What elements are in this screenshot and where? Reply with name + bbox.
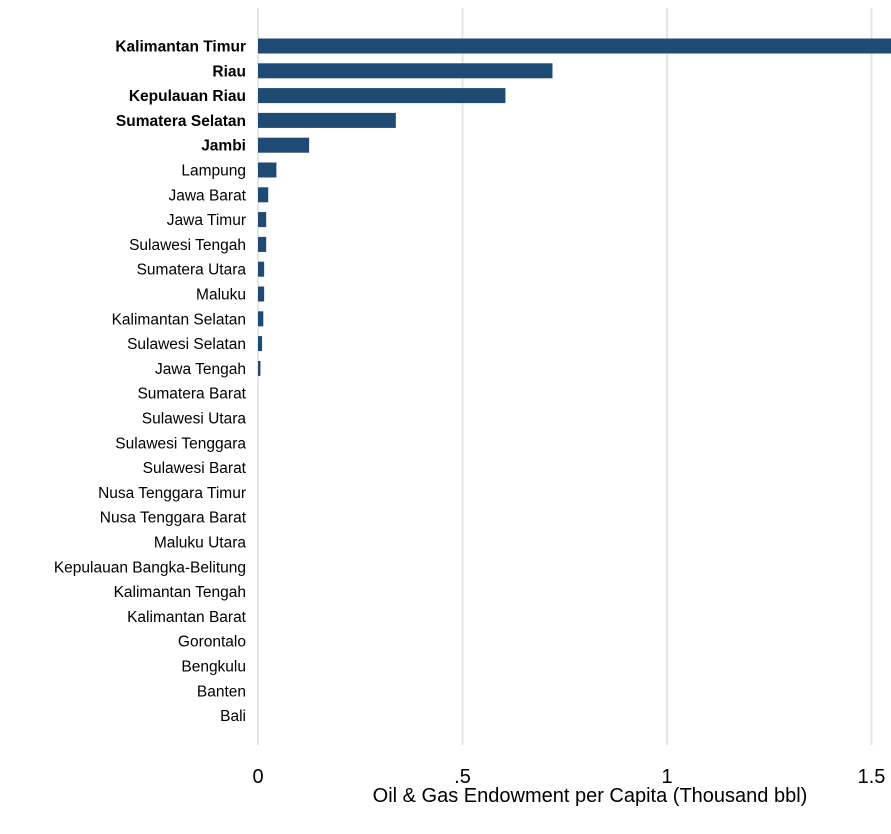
category-label: Sulawesi Tenggara [115,435,246,452]
bar [258,286,265,302]
category-label: Kalimantan Tengah [114,584,246,601]
bar [258,112,396,128]
bar [258,311,264,327]
category-label: Sulawesi Utara [142,411,247,428]
bar [258,360,261,376]
category-label: Lampung [181,163,246,180]
category-label: Nusa Tenggara Barat [100,510,247,527]
category-label: Sumatera Utara [137,262,247,279]
x-tick-label: .5 [454,766,471,788]
bar [258,162,277,178]
x-tick-labels: 0 .5 1 1.5 [252,766,885,788]
bar [258,137,310,153]
x-tick-label: 0 [252,766,263,788]
category-label: Maluku Utara [154,535,247,552]
x-tick-label: 1 [661,766,672,788]
category-label: Sumatera Barat [137,386,246,403]
category-label: Sulawesi Tengah [129,237,246,254]
category-label: Jawa Timur [167,212,246,229]
bar [258,261,265,277]
category-label: Jambi [201,138,246,155]
category-label: Bali [220,708,246,725]
category-label: Maluku [196,287,246,304]
category-label: Kalimantan Barat [127,609,247,626]
category-label: Gorontalo [178,634,246,651]
bars [258,38,891,376]
bar [258,212,267,228]
gridlines [257,8,873,745]
category-label: Kepulauan Bangka-Belitung [54,559,246,576]
category-label: Sumatera Selatan [116,113,246,130]
bar [258,88,506,104]
category-label: Sulawesi Barat [143,460,247,477]
category-label: Bengkulu [181,659,246,676]
category-labels: Kalimantan Timur Riau Kepulauan Riau Sumate… [54,39,247,726]
bar [258,63,553,79]
x-axis-title: Oil & Gas Endowment per Capita (Thousand… [373,785,808,807]
bar [258,187,269,203]
category-label: Riau [212,63,246,80]
x-tick-label: 1.5 [858,766,886,788]
category-label: Kepulauan Riau [129,88,246,105]
category-label: Sulawesi Selatan [127,336,246,353]
bar [258,38,891,54]
category-label: Jawa Tengah [155,361,246,378]
category-label: Kalimantan Timur [115,39,246,56]
category-label: Kalimantan Selatan [112,311,246,328]
bar [258,336,263,352]
category-label: Jawa Barat [168,187,246,204]
category-label: Nusa Tenggara Timur [98,485,246,502]
bar [258,236,267,252]
category-label: Banten [197,683,246,700]
